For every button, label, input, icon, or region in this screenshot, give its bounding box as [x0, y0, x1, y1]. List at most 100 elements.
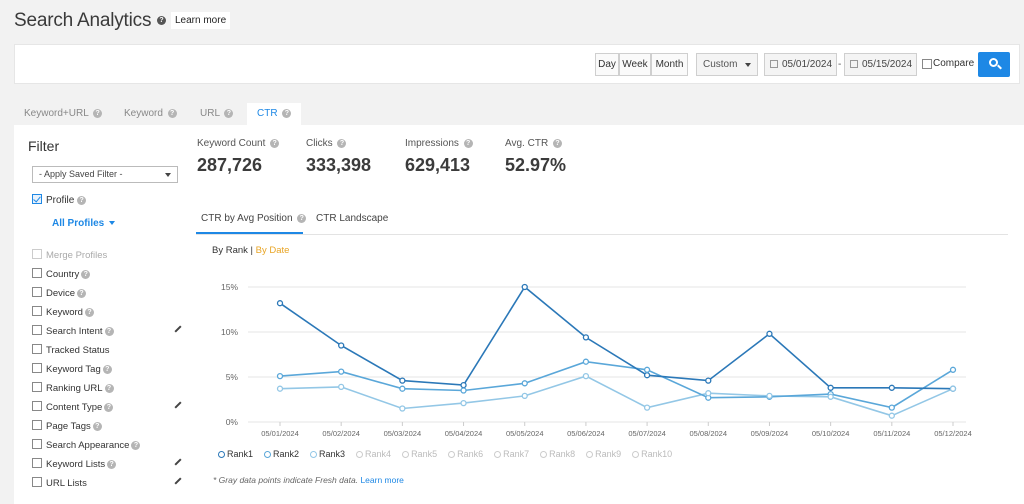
filter-item[interactable]: URL Lists: [32, 474, 182, 493]
filter-item[interactable]: Tracked Status: [32, 341, 182, 360]
data-point: [399, 385, 406, 392]
filter-title: Filter: [28, 138, 60, 154]
metric-impressions: Impressions ? 629,413: [405, 138, 473, 176]
help-icon: ?: [77, 288, 87, 298]
y-tick-label: 5%: [226, 372, 239, 382]
legend-item-rank5[interactable]: Rank5: [402, 449, 437, 459]
filter-checkbox[interactable]: [32, 363, 42, 373]
search-button[interactable]: [978, 52, 1010, 77]
period-week-button[interactable]: Week: [619, 53, 651, 76]
period-month-button[interactable]: Month: [651, 53, 688, 76]
tab-url[interactable]: URL ?: [190, 103, 243, 125]
data-point: [582, 358, 590, 365]
data-point: [460, 399, 467, 407]
x-tick-label: 05/08/2024: [689, 429, 727, 438]
filter-checkbox[interactable]: [32, 382, 42, 392]
filter-item[interactable]: Merge Profiles: [32, 246, 182, 265]
filter-item[interactable]: Keyword?: [32, 303, 182, 322]
by-rank-link[interactable]: By Rank: [212, 245, 248, 256]
tab-ctr[interactable]: CTR ?: [247, 103, 302, 125]
legend-marker-icon: [218, 451, 225, 458]
help-icon: ?: [297, 213, 307, 223]
filter-item[interactable]: Page Tags?: [32, 417, 182, 436]
y-tick-label: 10%: [221, 327, 238, 337]
subtab-ctr-by-avg-position[interactable]: CTR by Avg Position ?: [201, 213, 307, 224]
help-icon[interactable]: ?: [157, 16, 166, 25]
metric-keyword-count: Keyword Count ? 287,726: [197, 138, 280, 176]
saved-filter-select[interactable]: - Apply Saved Filter -: [32, 166, 178, 183]
filter-item[interactable]: Search Appearance?: [32, 436, 182, 455]
help-icon: ?: [92, 421, 102, 431]
legend-marker-icon: [540, 451, 548, 458]
x-tick-label: 05/04/2024: [445, 429, 483, 438]
page-title: Search Analytics: [14, 10, 152, 31]
x-tick-label: 05/11/2024: [873, 429, 910, 438]
filter-checkbox[interactable]: [32, 420, 42, 430]
filter-checkbox[interactable]: [32, 439, 42, 449]
legend-item-rank9[interactable]: Rank9: [586, 449, 621, 459]
subtab-ctr-landscape[interactable]: CTR Landscape: [316, 213, 389, 224]
filter-item[interactable]: Device?: [32, 284, 182, 303]
data-point: [766, 392, 773, 400]
profile-checkbox[interactable]: [32, 194, 42, 204]
filter-checkbox[interactable]: [32, 401, 42, 411]
chart-legend: Rank1 Rank2 Rank3 Rank4 Rank5 Rank6 Rank7 Rank8…: [218, 449, 683, 459]
legend-item-rank7[interactable]: Rank7: [494, 449, 529, 459]
filter-checkbox[interactable]: [32, 458, 42, 468]
filter-item[interactable]: Content Type?: [32, 398, 182, 417]
data-point: [276, 300, 284, 307]
legend-item-rank4[interactable]: Rank4: [356, 449, 391, 459]
data-point: [949, 385, 957, 392]
help-icon: ?: [167, 108, 177, 118]
all-profiles-dropdown[interactable]: All Profiles: [52, 218, 116, 229]
period-day-button[interactable]: Day: [595, 53, 619, 76]
filter-item[interactable]: Search Intent?: [32, 322, 182, 341]
tab-keyword[interactable]: Keyword ?: [114, 103, 187, 125]
filter-checkbox[interactable]: [32, 268, 42, 278]
date-to-input[interactable]: 05/15/2024: [844, 53, 917, 76]
x-tick-label: 05/10/2024: [812, 429, 850, 438]
legend-item-rank6[interactable]: Rank6: [448, 449, 483, 459]
data-point: [399, 405, 406, 412]
legend-item-rank1[interactable]: Rank1: [218, 449, 253, 459]
by-date-link[interactable]: By Date: [255, 245, 290, 256]
compare-checkbox[interactable]: [922, 59, 932, 69]
help-icon: ?: [104, 326, 114, 336]
help-icon: ?: [552, 138, 562, 148]
calendar-icon: [770, 60, 778, 68]
range-select-value: Custom: [703, 59, 738, 70]
help-icon: ?: [131, 440, 141, 450]
filter-item[interactable]: Country?: [32, 265, 182, 284]
filter-checkbox[interactable]: [32, 344, 42, 354]
data-point: [827, 384, 834, 391]
filter-item[interactable]: Keyword Lists?: [32, 455, 182, 474]
date-from-input[interactable]: 05/01/2024: [764, 53, 837, 76]
learn-more-link[interactable]: Learn more: [171, 12, 231, 29]
legend-item-rank3[interactable]: Rank3: [310, 449, 345, 459]
filter-checkbox[interactable]: [32, 477, 42, 487]
filter-item[interactable]: Keyword Tag?: [32, 360, 182, 379]
legend-item-rank8[interactable]: Rank8: [540, 449, 575, 459]
help-icon: ?: [282, 108, 292, 118]
filter-checkbox[interactable]: [32, 306, 42, 316]
profile-checkbox-row[interactable]: Profile ?: [32, 194, 87, 206]
tab-keyword-url[interactable]: Keyword+URL ?: [14, 103, 112, 125]
view-toggle: By Rank | By Date: [212, 245, 290, 256]
x-tick-label: 05/02/2024: [322, 429, 360, 438]
data-point: [643, 366, 651, 373]
filter-checkbox: [32, 249, 42, 259]
filter-checkbox[interactable]: [32, 325, 42, 335]
learn-more-link[interactable]: Learn more: [360, 475, 404, 485]
legend-item-rank2[interactable]: Rank2: [264, 449, 299, 459]
legend-item-rank10[interactable]: Rank10: [632, 449, 672, 459]
x-tick-label: 05/09/2024: [751, 429, 789, 438]
filter-checkbox[interactable]: [32, 287, 42, 297]
x-tick-label: 05/05/2024: [506, 429, 544, 438]
compare-label: Compare: [933, 58, 975, 69]
data-point: [643, 372, 651, 379]
range-select[interactable]: Custom: [696, 53, 758, 76]
filter-item-label: Merge Profiles: [46, 250, 108, 261]
legend-marker-icon: [264, 451, 272, 458]
filter-item-label: Keyword Tag: [46, 364, 101, 375]
filter-item[interactable]: Ranking URL?: [32, 379, 182, 398]
